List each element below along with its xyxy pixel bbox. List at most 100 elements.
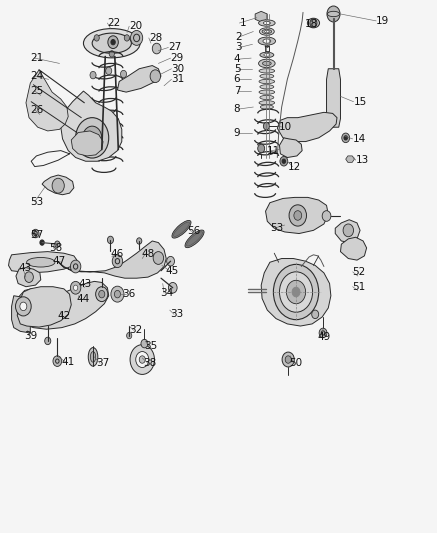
Circle shape: [96, 287, 108, 302]
Ellipse shape: [27, 257, 55, 267]
Ellipse shape: [185, 230, 204, 248]
Text: 6: 6: [234, 75, 240, 84]
Polygon shape: [280, 138, 302, 158]
Text: 9: 9: [234, 127, 240, 138]
Ellipse shape: [260, 28, 274, 35]
Ellipse shape: [263, 61, 271, 66]
Circle shape: [150, 70, 160, 83]
Circle shape: [32, 229, 39, 238]
Circle shape: [153, 252, 163, 264]
Circle shape: [121, 70, 127, 78]
Text: 8: 8: [234, 104, 240, 114]
Polygon shape: [71, 131, 103, 156]
Circle shape: [139, 356, 146, 364]
Text: 52: 52: [353, 267, 366, 277]
Circle shape: [15, 297, 31, 316]
Text: 5: 5: [234, 64, 240, 74]
Circle shape: [73, 285, 78, 290]
Ellipse shape: [259, 69, 275, 73]
Text: 31: 31: [171, 75, 185, 84]
Polygon shape: [57, 241, 166, 278]
Circle shape: [280, 157, 288, 166]
Circle shape: [282, 352, 294, 367]
Circle shape: [152, 43, 161, 54]
Text: 29: 29: [170, 53, 184, 63]
Circle shape: [282, 159, 286, 164]
Text: 15: 15: [354, 96, 367, 107]
Circle shape: [112, 255, 123, 268]
Circle shape: [312, 310, 319, 319]
Text: 41: 41: [62, 357, 75, 367]
Text: 34: 34: [160, 288, 173, 298]
Circle shape: [111, 286, 124, 302]
Text: 14: 14: [353, 134, 366, 144]
Circle shape: [319, 328, 327, 338]
Text: 4: 4: [234, 54, 240, 64]
Circle shape: [136, 352, 149, 368]
Polygon shape: [26, 70, 68, 131]
Polygon shape: [266, 197, 328, 233]
Text: 22: 22: [108, 18, 121, 28]
Circle shape: [99, 290, 105, 298]
Polygon shape: [261, 259, 331, 326]
Circle shape: [88, 133, 96, 143]
Ellipse shape: [259, 101, 275, 105]
Circle shape: [114, 290, 121, 298]
Circle shape: [344, 136, 347, 140]
Text: 53: 53: [270, 223, 283, 233]
Circle shape: [343, 224, 354, 237]
Text: 21: 21: [30, 53, 44, 63]
Ellipse shape: [259, 79, 275, 84]
Circle shape: [55, 241, 60, 247]
Text: 48: 48: [141, 249, 154, 259]
Ellipse shape: [265, 45, 269, 47]
Text: 1: 1: [239, 18, 246, 28]
Circle shape: [111, 39, 115, 45]
Polygon shape: [277, 112, 337, 142]
Text: 51: 51: [353, 282, 366, 292]
Ellipse shape: [260, 52, 274, 58]
Circle shape: [76, 118, 109, 158]
Text: 10: 10: [279, 122, 292, 132]
Ellipse shape: [259, 20, 275, 26]
Text: 18: 18: [305, 19, 318, 29]
Text: 19: 19: [376, 16, 389, 26]
Ellipse shape: [327, 11, 340, 17]
Circle shape: [53, 356, 62, 367]
Text: 27: 27: [168, 43, 182, 52]
Text: 53: 53: [30, 197, 44, 207]
Text: 28: 28: [149, 33, 162, 43]
Text: 43: 43: [78, 279, 91, 288]
Ellipse shape: [259, 59, 275, 68]
Circle shape: [108, 236, 114, 244]
Circle shape: [106, 67, 112, 75]
Ellipse shape: [265, 30, 269, 33]
Text: 12: 12: [288, 161, 302, 172]
Polygon shape: [118, 66, 161, 92]
Polygon shape: [326, 69, 340, 127]
Circle shape: [168, 282, 177, 293]
Polygon shape: [42, 175, 74, 195]
Text: 2: 2: [235, 32, 242, 42]
Circle shape: [274, 264, 319, 320]
Circle shape: [141, 340, 148, 348]
Circle shape: [40, 240, 44, 245]
Text: 25: 25: [30, 86, 44, 96]
Text: 7: 7: [234, 86, 240, 96]
Ellipse shape: [92, 33, 132, 53]
Circle shape: [94, 35, 99, 41]
Polygon shape: [17, 287, 71, 327]
Circle shape: [327, 6, 340, 22]
Circle shape: [70, 260, 81, 273]
Polygon shape: [61, 91, 122, 161]
Ellipse shape: [260, 74, 274, 78]
Text: 26: 26: [30, 104, 44, 115]
Ellipse shape: [259, 90, 275, 94]
Circle shape: [131, 30, 143, 45]
Circle shape: [130, 345, 154, 374]
Polygon shape: [255, 11, 267, 22]
Circle shape: [280, 272, 312, 312]
Polygon shape: [12, 296, 30, 333]
Circle shape: [289, 205, 306, 226]
Text: 13: 13: [356, 155, 369, 165]
